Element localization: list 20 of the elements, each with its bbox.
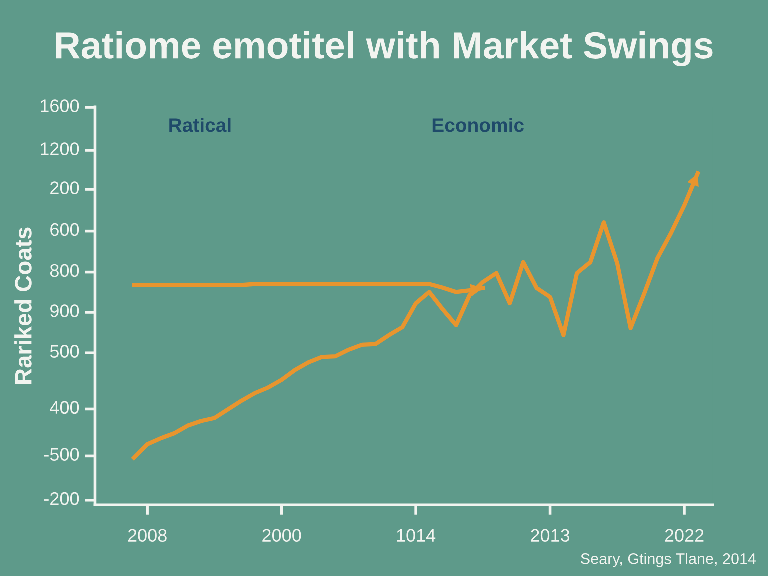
text: Ratical	[170, 118, 231, 132]
text: 800	[50, 264, 80, 278]
text: 1200	[41, 142, 80, 156]
x-tick-label: 2008	[128, 529, 167, 542]
y-axis-title: Rariked Coats	[14, 228, 32, 384]
text: 600	[50, 223, 80, 236]
text: Seary, Gtings Tlane, 2014	[581, 553, 756, 568]
text: 200	[50, 182, 80, 194]
text: 500	[50, 345, 80, 358]
x-tick-label: 1014	[397, 529, 436, 542]
chart-title: Ratiome emotitel with Market Swings	[56, 31, 713, 67]
text: -200	[44, 492, 80, 506]
x-tick-label: 2013	[531, 529, 570, 542]
text: 400	[50, 401, 80, 414]
text: Economic	[432, 118, 524, 132]
text: -500	[44, 448, 80, 462]
text: 900	[50, 304, 80, 318]
x-tick-label: 2022	[665, 529, 704, 542]
text: 1600	[41, 100, 80, 112]
x-tick-label: 2000	[262, 529, 302, 542]
